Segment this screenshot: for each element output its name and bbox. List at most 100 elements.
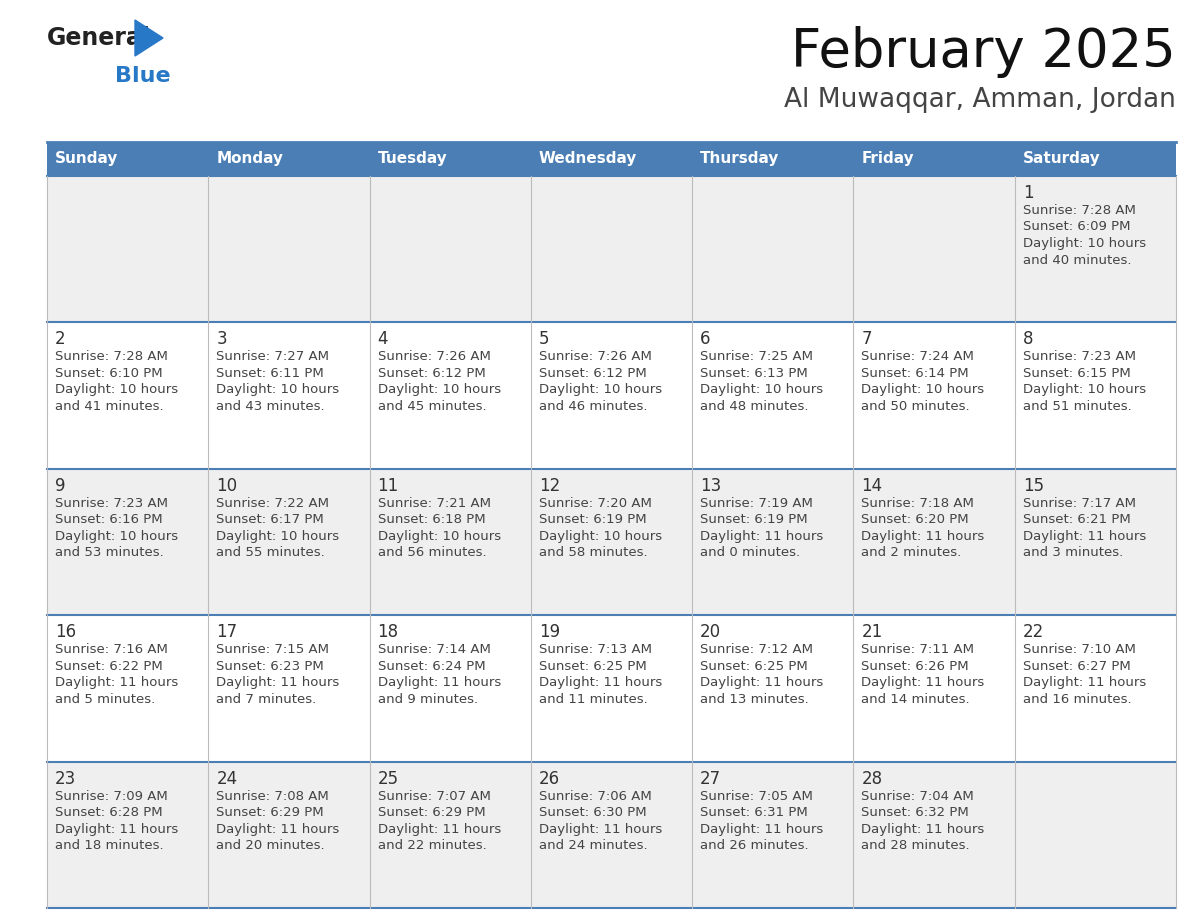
Text: Daylight: 10 hours: Daylight: 10 hours xyxy=(1023,384,1146,397)
Bar xyxy=(531,176,693,322)
Bar xyxy=(853,615,1015,762)
Text: and 45 minutes.: and 45 minutes. xyxy=(378,400,486,413)
Text: 23: 23 xyxy=(55,769,76,788)
Text: Blue: Blue xyxy=(115,66,171,86)
Text: Sunrise: 7:06 AM: Sunrise: 7:06 AM xyxy=(539,789,651,802)
Text: Wednesday: Wednesday xyxy=(539,151,637,166)
Bar xyxy=(48,469,208,615)
Text: Sunset: 6:11 PM: Sunset: 6:11 PM xyxy=(216,367,324,380)
Bar xyxy=(531,322,693,469)
Text: Daylight: 11 hours: Daylight: 11 hours xyxy=(216,823,340,835)
Text: Sunrise: 7:15 AM: Sunrise: 7:15 AM xyxy=(216,644,329,656)
Text: Sunrise: 7:17 AM: Sunrise: 7:17 AM xyxy=(1023,497,1136,509)
Text: and 26 minutes.: and 26 minutes. xyxy=(700,839,809,852)
Text: and 20 minutes.: and 20 minutes. xyxy=(216,839,324,852)
Text: Sunrise: 7:04 AM: Sunrise: 7:04 AM xyxy=(861,789,974,802)
Text: 16: 16 xyxy=(55,623,76,641)
Text: Sunrise: 7:19 AM: Sunrise: 7:19 AM xyxy=(700,497,813,509)
Bar xyxy=(693,615,853,762)
Bar xyxy=(208,615,369,762)
Text: Sunrise: 7:27 AM: Sunrise: 7:27 AM xyxy=(216,351,329,364)
Bar xyxy=(853,176,1015,322)
Text: Sunrise: 7:07 AM: Sunrise: 7:07 AM xyxy=(378,789,491,802)
Text: 19: 19 xyxy=(539,623,560,641)
Bar xyxy=(1015,615,1176,762)
Text: Sunrise: 7:16 AM: Sunrise: 7:16 AM xyxy=(55,644,168,656)
Text: Sunset: 6:25 PM: Sunset: 6:25 PM xyxy=(539,660,646,673)
Bar xyxy=(48,176,208,322)
Text: Sunset: 6:20 PM: Sunset: 6:20 PM xyxy=(861,513,969,526)
Text: and 22 minutes.: and 22 minutes. xyxy=(378,839,486,852)
Text: Daylight: 11 hours: Daylight: 11 hours xyxy=(216,677,340,689)
Bar xyxy=(1015,176,1176,322)
Text: and 43 minutes.: and 43 minutes. xyxy=(216,400,324,413)
Text: Sunrise: 7:24 AM: Sunrise: 7:24 AM xyxy=(861,351,974,364)
Text: and 16 minutes.: and 16 minutes. xyxy=(1023,693,1131,706)
Text: and 24 minutes.: and 24 minutes. xyxy=(539,839,647,852)
Text: 21: 21 xyxy=(861,623,883,641)
Text: Sunset: 6:31 PM: Sunset: 6:31 PM xyxy=(700,806,808,819)
Text: and 41 minutes.: and 41 minutes. xyxy=(55,400,164,413)
Text: and 3 minutes.: and 3 minutes. xyxy=(1023,546,1123,559)
Text: Daylight: 10 hours: Daylight: 10 hours xyxy=(378,384,500,397)
Bar xyxy=(208,762,369,908)
Text: 1: 1 xyxy=(1023,184,1034,202)
Text: Sunset: 6:17 PM: Sunset: 6:17 PM xyxy=(216,513,324,526)
Text: General: General xyxy=(48,26,151,50)
Text: Saturday: Saturday xyxy=(1023,151,1100,166)
Text: 11: 11 xyxy=(378,476,399,495)
Text: Daylight: 11 hours: Daylight: 11 hours xyxy=(55,677,178,689)
Text: Sunday: Sunday xyxy=(55,151,119,166)
Text: Sunset: 6:13 PM: Sunset: 6:13 PM xyxy=(700,367,808,380)
Bar xyxy=(48,762,208,908)
Text: Daylight: 11 hours: Daylight: 11 hours xyxy=(539,677,662,689)
Text: February 2025: February 2025 xyxy=(791,26,1176,78)
Bar xyxy=(853,322,1015,469)
Text: Sunrise: 7:23 AM: Sunrise: 7:23 AM xyxy=(1023,351,1136,364)
Bar xyxy=(369,176,531,322)
Text: Sunrise: 7:22 AM: Sunrise: 7:22 AM xyxy=(216,497,329,509)
Text: Sunset: 6:14 PM: Sunset: 6:14 PM xyxy=(861,367,969,380)
Text: Daylight: 11 hours: Daylight: 11 hours xyxy=(861,823,985,835)
Text: Daylight: 10 hours: Daylight: 10 hours xyxy=(700,384,823,397)
Text: and 40 minutes.: and 40 minutes. xyxy=(1023,253,1131,266)
Text: and 0 minutes.: and 0 minutes. xyxy=(700,546,801,559)
Text: Sunset: 6:25 PM: Sunset: 6:25 PM xyxy=(700,660,808,673)
Text: Daylight: 11 hours: Daylight: 11 hours xyxy=(539,823,662,835)
Text: Daylight: 10 hours: Daylight: 10 hours xyxy=(539,530,662,543)
Text: Daylight: 10 hours: Daylight: 10 hours xyxy=(216,530,340,543)
Text: Sunset: 6:28 PM: Sunset: 6:28 PM xyxy=(55,806,163,819)
Text: Sunset: 6:24 PM: Sunset: 6:24 PM xyxy=(378,660,485,673)
Text: and 55 minutes.: and 55 minutes. xyxy=(216,546,326,559)
Text: Daylight: 11 hours: Daylight: 11 hours xyxy=(1023,677,1146,689)
Text: Sunrise: 7:28 AM: Sunrise: 7:28 AM xyxy=(55,351,168,364)
Text: 7: 7 xyxy=(861,330,872,349)
Text: Sunrise: 7:12 AM: Sunrise: 7:12 AM xyxy=(700,644,813,656)
Text: Sunset: 6:26 PM: Sunset: 6:26 PM xyxy=(861,660,969,673)
Bar xyxy=(693,762,853,908)
Text: 26: 26 xyxy=(539,769,560,788)
Text: Sunrise: 7:10 AM: Sunrise: 7:10 AM xyxy=(1023,644,1136,656)
Bar xyxy=(693,469,853,615)
Text: Sunset: 6:12 PM: Sunset: 6:12 PM xyxy=(378,367,486,380)
Text: Sunset: 6:30 PM: Sunset: 6:30 PM xyxy=(539,806,646,819)
Bar xyxy=(531,469,693,615)
Text: Daylight: 11 hours: Daylight: 11 hours xyxy=(700,823,823,835)
Text: and 46 minutes.: and 46 minutes. xyxy=(539,400,647,413)
Text: Sunrise: 7:13 AM: Sunrise: 7:13 AM xyxy=(539,644,652,656)
Text: Daylight: 11 hours: Daylight: 11 hours xyxy=(378,823,501,835)
Bar xyxy=(531,142,693,176)
Text: 28: 28 xyxy=(861,769,883,788)
Text: and 14 minutes.: and 14 minutes. xyxy=(861,693,971,706)
Bar xyxy=(1015,322,1176,469)
Bar xyxy=(693,176,853,322)
Text: Sunset: 6:19 PM: Sunset: 6:19 PM xyxy=(700,513,808,526)
Text: Daylight: 11 hours: Daylight: 11 hours xyxy=(700,530,823,543)
Text: 8: 8 xyxy=(1023,330,1034,349)
Text: Daylight: 10 hours: Daylight: 10 hours xyxy=(55,384,178,397)
Text: Tuesday: Tuesday xyxy=(378,151,448,166)
Text: Sunset: 6:29 PM: Sunset: 6:29 PM xyxy=(216,806,324,819)
Bar xyxy=(369,469,531,615)
Text: Daylight: 11 hours: Daylight: 11 hours xyxy=(378,677,501,689)
Bar xyxy=(208,142,369,176)
